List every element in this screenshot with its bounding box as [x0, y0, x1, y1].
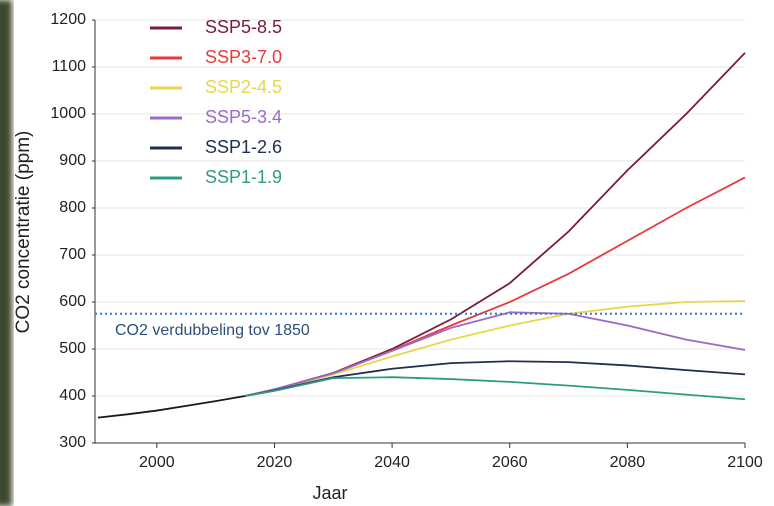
x-tick-label: 2040	[374, 454, 410, 471]
y-tick-label: 500	[59, 340, 86, 357]
x-tick-label: 2020	[257, 454, 293, 471]
y-tick-label: 1000	[50, 105, 86, 122]
legend: SSP5-8.5 SSP3-7.0 SSP2-4.5 SSP5-3.4 SSP1-2.6…	[150, 17, 282, 187]
legend-label: SSP5-3.4	[205, 107, 282, 127]
x-tick-label: 2100	[727, 454, 763, 471]
y-tick-label: 900	[59, 152, 86, 169]
series-line	[244, 311, 746, 397]
historical-line	[97, 395, 246, 419]
x-axis-label: Jaar	[312, 483, 347, 503]
x-tick-label: 2060	[492, 454, 528, 471]
legend-label: SSP2-4.5	[205, 77, 282, 97]
x-tick-label: 2000	[139, 454, 175, 471]
y-axis-label: CO2 concentratie (ppm)	[13, 131, 34, 334]
legend-label: SSP5-8.5	[205, 17, 282, 37]
y-tick-label: 1200	[50, 11, 86, 28]
legend-label: SSP1-2.6	[205, 137, 282, 157]
series-line	[244, 52, 746, 397]
background-strip	[0, 0, 12, 506]
x-tick-label: 2080	[610, 454, 646, 471]
reference-label: CO2 verdubbeling tov 1850	[115, 322, 310, 339]
series-line	[244, 176, 746, 397]
y-tick-label: 1100	[52, 58, 87, 75]
legend-label: SSP1-1.9	[205, 167, 282, 187]
legend-label: SSP3-7.0	[205, 47, 282, 67]
y-tick-label: 800	[59, 199, 86, 216]
y-tick-label: 600	[59, 293, 86, 310]
series-line	[244, 376, 746, 401]
y-tick-label: 400	[59, 387, 86, 404]
y-tick-label: 300	[59, 434, 86, 451]
y-tick-label: 700	[59, 246, 86, 263]
